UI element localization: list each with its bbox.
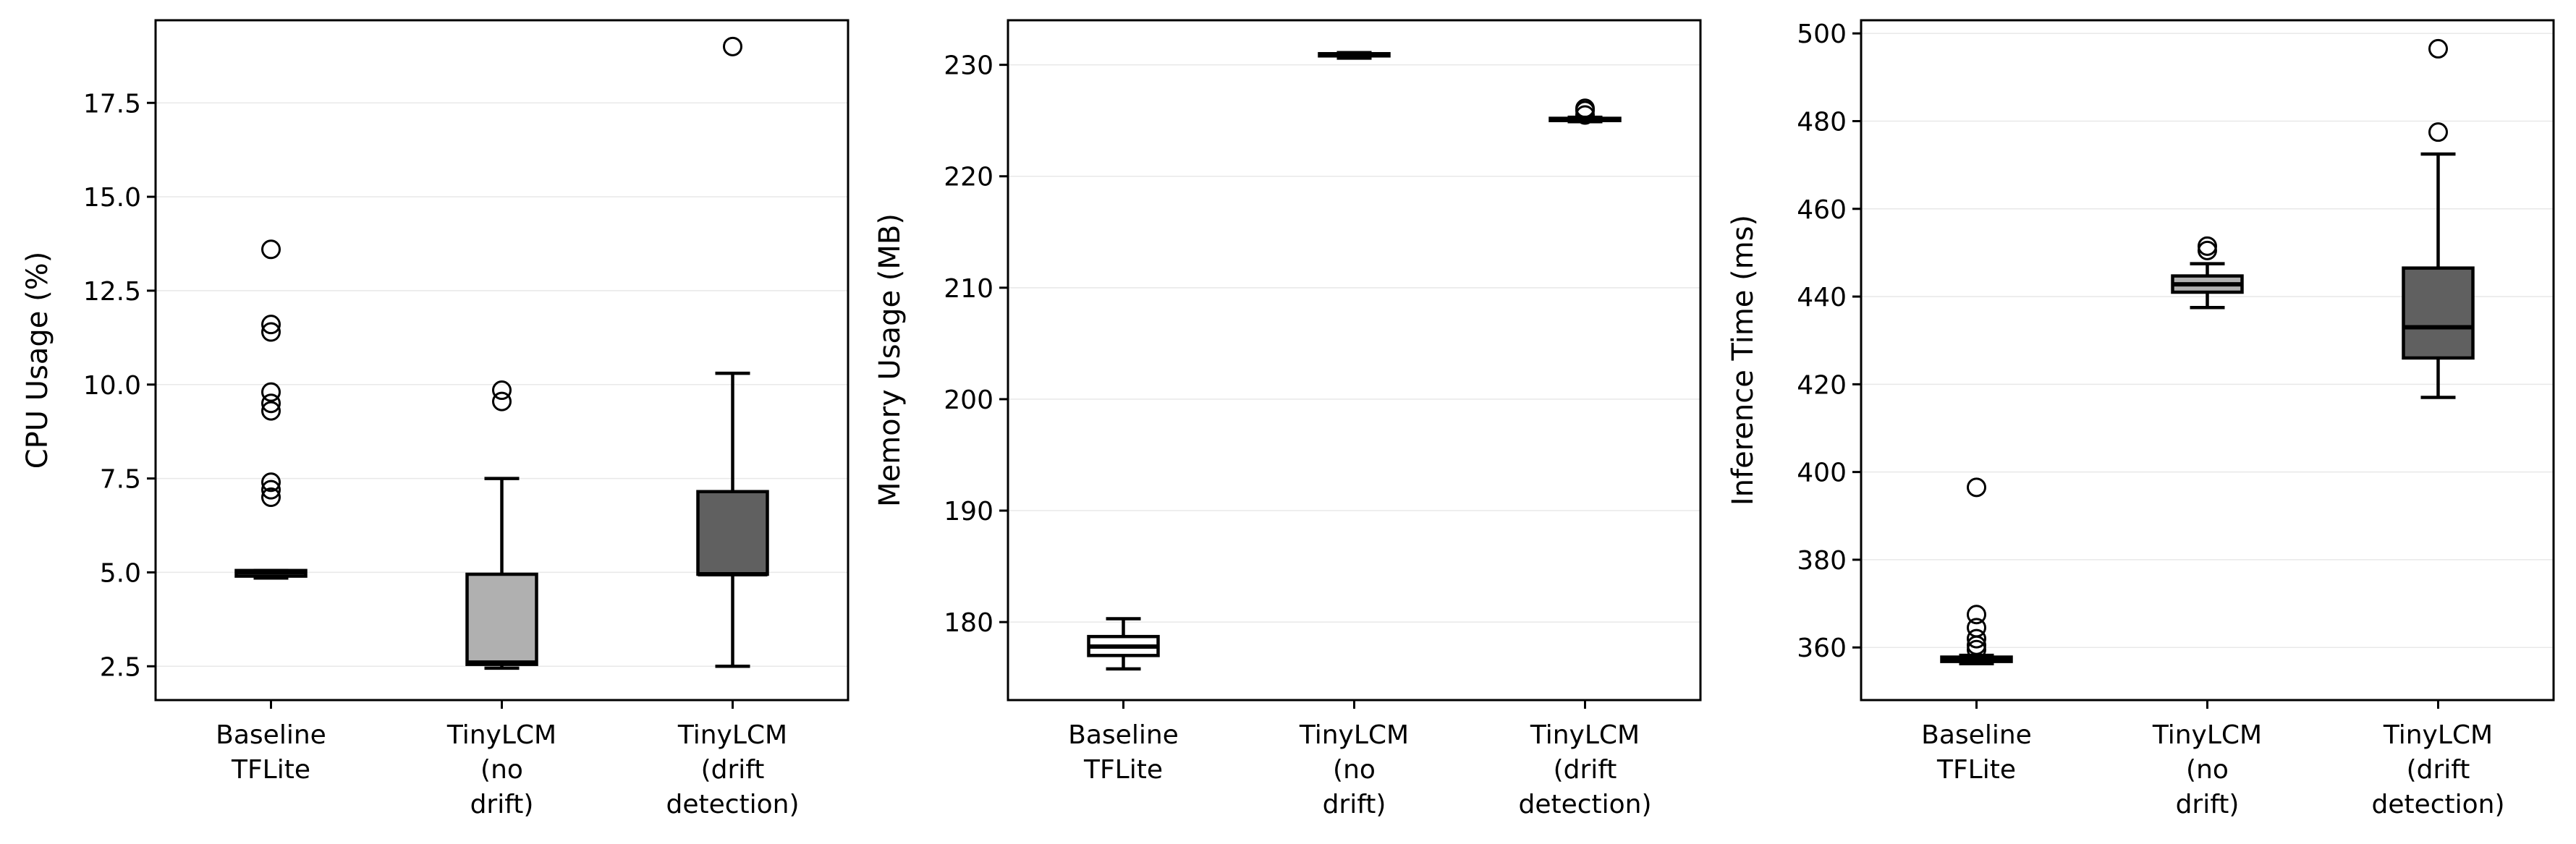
outlier-point (1575, 98, 1595, 119)
x-tick-label-line: TinyLCM (2383, 720, 2493, 750)
x-tick-label: Baseline TFLite (1921, 720, 2032, 785)
outlier-point (261, 472, 281, 493)
outlier-point (261, 322, 281, 342)
box-1 (1940, 477, 2013, 665)
x-tick-label-line: Baseline (1921, 720, 2032, 750)
x-tick-label-line: TinyLCM (2152, 720, 2262, 750)
x-tick-label: TinyLCM (drift detection) (2371, 720, 2504, 819)
outlier-point (261, 487, 281, 508)
x-tick-label-line: drift) (470, 790, 534, 819)
y-axis-title: CPU Usage (%) (21, 252, 54, 469)
x-tick-label-line: TFLite (231, 755, 310, 785)
x-tick-label-line: drift) (2176, 790, 2240, 819)
outlier-point (2198, 236, 2217, 256)
outlier-point (261, 479, 281, 500)
x-tick-label-line: Baseline (1068, 720, 1179, 750)
y-tick-label: 180 (944, 608, 993, 638)
box-iqr (2402, 266, 2475, 360)
y-tick-label: 190 (944, 497, 993, 527)
x-tick-label-line: TinyLCM (446, 720, 556, 750)
box-iqr (696, 490, 769, 576)
outlier-point (492, 380, 512, 401)
x-tick-label-line: TFLite (1083, 755, 1163, 785)
box-1 (234, 239, 308, 580)
y-tick-label: 200 (944, 385, 993, 415)
y-tick-label: 5.0 (100, 558, 141, 588)
y-tick-label: 360 (1797, 634, 1847, 663)
box-3 (2402, 38, 2475, 399)
box-3 (1548, 98, 1622, 125)
x-tick-label: TinyLCM (no drift) (2152, 720, 2262, 819)
outlier-point (1967, 628, 1986, 649)
x-tick-label-line: detection) (1518, 790, 1651, 819)
y-tick-label: 440 (1797, 283, 1847, 312)
y-tick-label: 210 (944, 274, 993, 304)
x-tick-label-line: TinyLCM (677, 720, 787, 750)
x-tick-label-line: TinyLCM (1530, 720, 1640, 750)
memory-usage-panel: 180 190 200 210 220 230 Baseline TFLite TinyLCM (… (873, 19, 1702, 819)
x-tick-label: TinyLCM (drift detection) (666, 720, 799, 819)
outlier-point (261, 382, 281, 402)
x-tick-label-line: TinyLCM (1299, 720, 1409, 750)
y-tick-label: 7.5 (100, 465, 141, 495)
outlier-point (2428, 38, 2448, 59)
outlier-point (261, 315, 281, 335)
y-tick-label: 420 (1797, 370, 1847, 400)
x-tick-label: TinyLCM (no drift) (446, 720, 556, 819)
box-iqr (465, 572, 538, 666)
outlier-point (261, 401, 281, 421)
inference-time-panel: 360 380 400 420 440 460 480 500 Baseline TFLite Ti… (1726, 19, 2555, 819)
y-tick-label: 10.0 (83, 371, 141, 401)
x-tick-label-line: Baseline (216, 720, 326, 750)
y-tick-label: 17.5 (83, 89, 141, 119)
x-tick-label: TinyLCM (no drift) (1299, 720, 1409, 819)
cpu-usage-panel: 2.5 5.0 7.5 10.0 12.5 15.0 17.5 Baseline TFLite T… (21, 19, 850, 819)
outlier-point (2428, 122, 2448, 142)
x-tick-label: Baseline TFLite (1068, 720, 1179, 785)
outlier-point (1967, 477, 1986, 498)
x-tick-label-line: (no (2186, 755, 2229, 785)
y-axis-title: Memory Usage (MB) (873, 213, 907, 507)
x-tick-label-line: (no (480, 755, 523, 785)
axes-frame (1860, 19, 2555, 702)
y-tick-label: 12.5 (83, 277, 141, 307)
y-axis-title: Inference Time (ms) (1726, 215, 1760, 506)
x-tick-label-line: (drift (2407, 755, 2470, 785)
x-tick-label-line: drift) (1323, 790, 1386, 819)
outlier-point (492, 391, 512, 412)
outlier-point (261, 393, 281, 414)
y-tick-label: 460 (1797, 195, 1847, 225)
y-tick-label: 15.0 (83, 183, 141, 213)
x-tick-label-line: detection) (2371, 790, 2504, 819)
y-tick-label: 2.5 (100, 652, 141, 682)
box-1 (1087, 617, 1160, 671)
outlier-point (1967, 605, 1986, 625)
x-tick-label-line: (drift (701, 755, 765, 785)
y-tick-label: 230 (944, 51, 993, 81)
outlier-point (1967, 618, 1986, 638)
box-2 (465, 380, 538, 670)
x-tick-label-line: (no (1333, 755, 1376, 785)
box-2 (2171, 236, 2244, 310)
outlier-point (2198, 240, 2217, 260)
outlier-point (261, 239, 281, 260)
x-tick-label: TinyLCM (drift detection) (1518, 720, 1651, 819)
y-tick-label: 380 (1797, 546, 1847, 576)
y-tick-label: 220 (944, 163, 993, 192)
x-tick-label: Baseline TFLite (216, 720, 326, 785)
x-tick-label-line: TFLite (1936, 755, 2016, 785)
box-3 (696, 36, 769, 668)
y-tick-label: 500 (1797, 20, 1847, 49)
box-2 (1318, 51, 1391, 60)
y-tick-label: 400 (1797, 459, 1847, 488)
x-tick-label-line: (drift (1554, 755, 1617, 785)
outlier-point (723, 36, 742, 56)
y-tick-label: 480 (1797, 107, 1847, 137)
x-tick-label-line: detection) (666, 790, 799, 819)
